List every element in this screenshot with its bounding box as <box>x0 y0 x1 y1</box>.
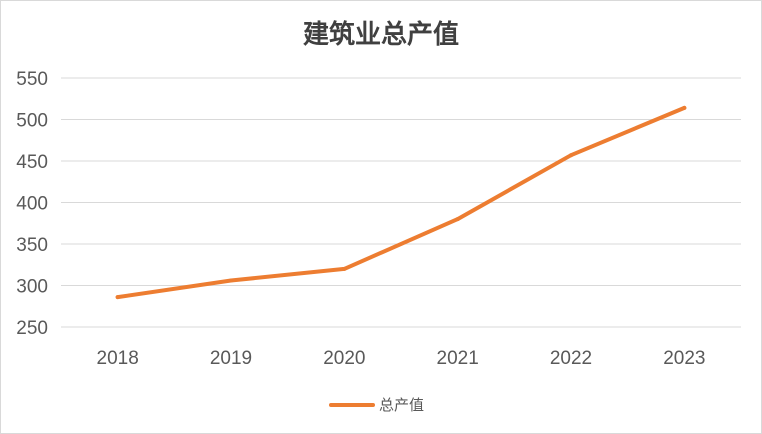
y-tick-label: 250 <box>16 318 48 339</box>
data-point <box>455 217 460 222</box>
x-tick-label: 2018 <box>97 348 139 369</box>
x-tick-label: 2020 <box>323 348 365 369</box>
data-point <box>115 295 120 300</box>
y-tick-label: 350 <box>16 235 48 256</box>
data-point <box>569 153 573 158</box>
legend-label: 总产值 <box>379 396 424 414</box>
y-tick-label: 400 <box>16 194 48 215</box>
y-tick-label: 500 <box>16 111 48 132</box>
y-tick-label: 550 <box>16 69 48 90</box>
series-layer <box>115 105 687 300</box>
series-line-0 <box>115 105 687 300</box>
x-tick-label: 2023 <box>663 348 705 369</box>
chart-title: 建筑业总产值 <box>303 19 459 50</box>
x-tick-label: 2022 <box>550 348 592 369</box>
y-tick-label: 300 <box>16 277 48 298</box>
x-tick-label: 2021 <box>437 348 479 369</box>
x-tick-label: 2019 <box>210 348 252 369</box>
data-point <box>229 278 233 283</box>
data-point <box>682 105 687 110</box>
data-point <box>342 266 347 271</box>
y-axis-ticks: 250 300 350 400 450 500 550 <box>16 69 48 339</box>
legend[interactable]: 总产值 <box>329 396 424 414</box>
x-axis-ticks: 2018 2019 2020 2021 2022 2023 <box>97 348 706 369</box>
y-tick-label: 450 <box>16 152 48 173</box>
